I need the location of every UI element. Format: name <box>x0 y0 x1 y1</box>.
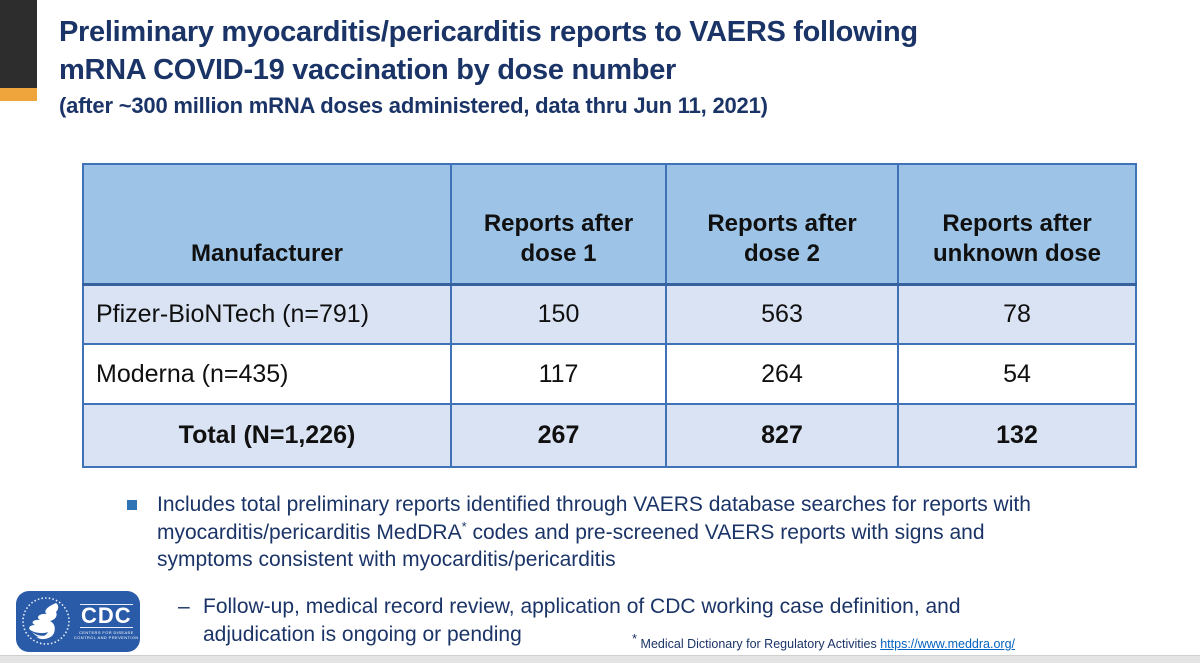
meddra-asterisk: * <box>461 518 467 534</box>
bullet-line: Follow-up, medical record review, applic… <box>203 595 961 618</box>
cdc-sub-text: CONTROL AND PREVENTION <box>74 634 139 640</box>
bullet-line-part: myocarditis/pericarditis MedDRA <box>157 520 462 544</box>
table-row-total: Total (N=1,226) 267 827 132 <box>82 403 1137 468</box>
header-label: dose 1 <box>520 239 597 267</box>
left-accent-dark-bar <box>0 0 37 88</box>
cell-dose1: 150 <box>450 283 667 345</box>
bullet-includes-reports: Includes total preliminary reports ident… <box>127 491 1187 574</box>
bullet-line: Includes total preliminary reports ident… <box>157 493 1031 516</box>
header-label: Reports after <box>707 209 857 237</box>
vaers-reports-table: Manufacturer Reports after dose 1 Reports… <box>82 163 1137 468</box>
bullet-line: myocarditis/pericarditis MedDRA* codes a… <box>157 519 1187 547</box>
header-label: dose 2 <box>743 239 821 267</box>
bullet-text: Includes total preliminary reports ident… <box>157 491 1187 574</box>
cell-dose2: 563 <box>665 283 899 345</box>
cdc-wordmark: CDC CENTERS FOR DISEASE CONTROL AND PREV… <box>74 602 140 640</box>
page-subtitle: (after ~300 million mRNA doses administe… <box>59 93 768 118</box>
sub-bullet-followup: – Follow-up, medical record review, appl… <box>178 593 1098 648</box>
cell-dose1: 267 <box>450 403 667 468</box>
col-header-manufacturer: Manufacturer <box>82 163 452 286</box>
cell-manufacturer: Total (N=1,226) <box>82 403 452 468</box>
cdc-hhs-logo: CDC CENTERS FOR DISEASE CONTROL AND PREV… <box>16 591 140 652</box>
header-label: Reports after <box>483 209 634 237</box>
bottom-gray-strip <box>0 655 1200 663</box>
header-label: unknown dose <box>933 239 1101 267</box>
col-header-dose1: Reports after dose 1 <box>450 163 667 286</box>
meddra-footnote: * Medical Dictionary for Regulatory Acti… <box>632 632 1015 651</box>
col-header-dose2: Reports after dose 2 <box>665 163 899 286</box>
table-row-moderna: Moderna (n=435) 117 264 54 <box>82 343 1137 405</box>
sub-bullet-text: Follow-up, medical record review, applic… <box>203 593 1098 648</box>
table-header-row: Manufacturer Reports after dose 1 Reports… <box>82 163 1137 286</box>
cell-dose2: 827 <box>665 403 899 468</box>
meddra-link[interactable]: https://www.meddra.org/ <box>880 637 1015 651</box>
bullet-line: adjudication is ongoing or pending <box>203 622 522 646</box>
footnote-text: Medical Dictionary for Regulatory Activi… <box>637 637 881 651</box>
cdc-sub-text: CENTERS FOR DISEASE <box>78 629 134 635</box>
page-title-line2: mRNA COVID-19 vaccination by dose number <box>59 54 677 86</box>
header-label: Manufacturer <box>190 239 344 267</box>
bullet-line-part: codes and pre-screened VAERS reports wit… <box>466 520 985 544</box>
bullet-line: symptoms consistent with myocarditis/per… <box>157 548 616 571</box>
cell-manufacturer: Pfizer-BioNTech (n=791) <box>82 283 452 345</box>
header-label: Reports after <box>942 209 1092 237</box>
footnote-asterisk: * <box>632 630 638 646</box>
dash-bullet-icon: – <box>178 595 190 618</box>
cell-dose1: 117 <box>450 343 667 405</box>
table-row-pfizer: Pfizer-BioNTech (n=791) 150 563 78 <box>82 283 1137 345</box>
square-bullet-icon <box>127 500 137 510</box>
col-header-unknown-dose: Reports after unknown dose <box>897 163 1137 286</box>
cell-unknown: 78 <box>897 283 1137 345</box>
cdc-letters: CDC <box>80 602 133 628</box>
title-block: Preliminary myocarditis/pericarditis rep… <box>59 13 1169 119</box>
cell-dose2: 264 <box>665 343 899 405</box>
cell-manufacturer: Moderna (n=435) <box>82 343 452 405</box>
cell-unknown: 54 <box>897 343 1137 405</box>
cell-unknown: 132 <box>897 403 1137 468</box>
page-title-line1: Preliminary myocarditis/pericarditis rep… <box>59 16 918 48</box>
hhs-eagle-icon <box>16 591 74 652</box>
left-accent-orange-bar <box>0 88 37 101</box>
